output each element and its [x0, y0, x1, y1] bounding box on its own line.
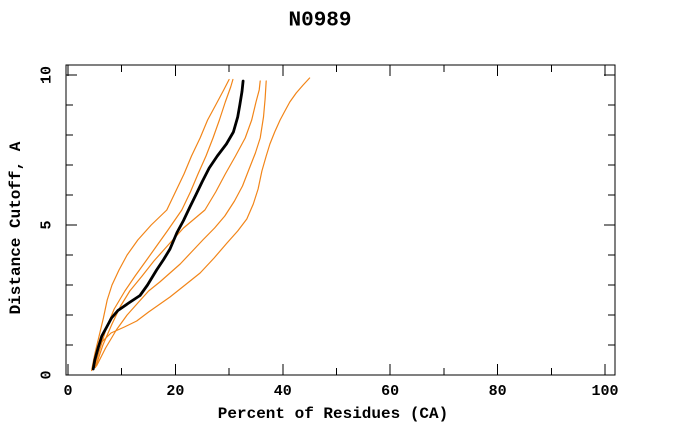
- x-tick-label: 60: [381, 383, 400, 400]
- curve-black-main: [91, 79, 245, 371]
- x-tick-label: 20: [166, 383, 185, 400]
- curve-orange-4: [95, 80, 267, 367]
- x-tick-label: 0: [63, 383, 73, 400]
- y-tick-label: 10: [38, 65, 56, 85]
- x-tick-label: 80: [488, 383, 507, 400]
- x-axis-title: Percent of Residues (CA): [217, 405, 449, 423]
- curve-orange-1: [90, 78, 230, 372]
- x-tick-label: 100: [591, 383, 619, 400]
- x-tick-label: 40: [273, 383, 292, 400]
- y-axis-title: Distance Cutoff, A: [7, 141, 25, 315]
- curve-orange-5: [92, 77, 311, 370]
- y-tick-label: 5: [38, 220, 56, 230]
- curve-orange-2: [93, 78, 234, 369]
- chart-title: N0989: [288, 9, 352, 33]
- y-tick-label: 0: [38, 370, 56, 380]
- plot-frame: [65, 64, 616, 376]
